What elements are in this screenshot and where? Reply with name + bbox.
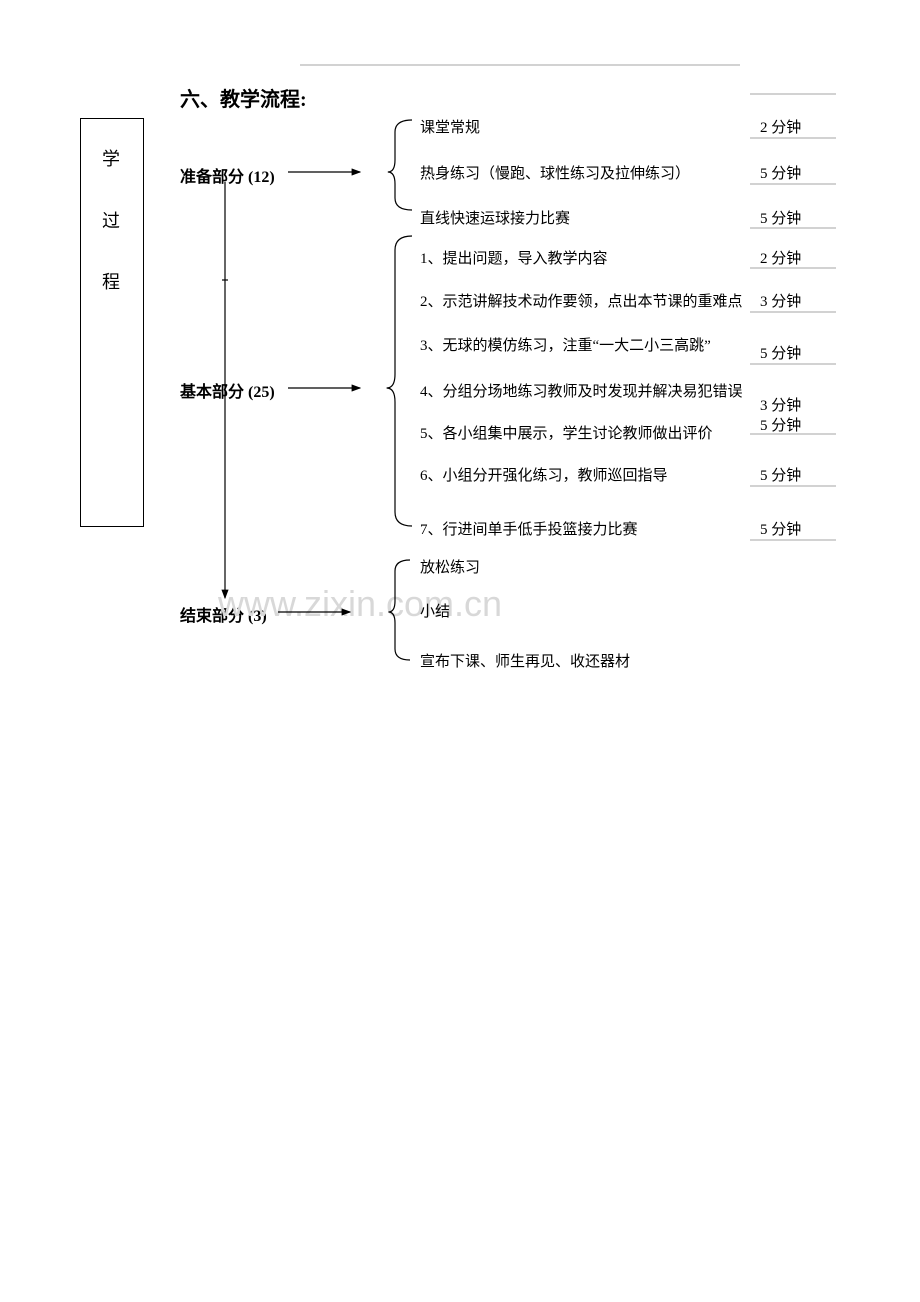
items2-time-0: 2 分钟 [760,247,801,268]
items3-text-1: 小结 [420,600,450,621]
items2-text-0: 1、提出问题，导入教学内容 [420,247,608,268]
items1-time-0: 2 分钟 [760,116,801,137]
items1-text-2: 直线快速运球接力比赛 [420,207,570,228]
items1-text-1: 热身练习（慢跑、球性练习及拉伸练习） [420,162,690,183]
items2-text-2: 3、无球的模仿练习，注重“一大二小三高跳” [420,334,711,355]
items2-text-4: 5、各小组集中展示，学生讨论教师做出评价 [420,422,713,443]
items2-text-3: 4、分组分场地练习教师及时发现并解决易犯错误 [420,380,743,401]
items2-time-2: 5 分钟 [760,342,801,363]
items2-time-3: 3 分钟 [760,394,801,415]
items2-text-6: 7、行进间单手低手投篮接力比赛 [420,518,638,539]
items2-time-4: 5 分钟 [760,414,801,435]
items1-time-1: 5 分钟 [760,162,801,183]
items2-time-5: 5 分钟 [760,464,801,485]
items3-text-2: 宣布下课、师生再见、收还器材 [420,650,630,671]
items2-time-6: 5 分钟 [760,518,801,539]
items1-text-0: 课堂常规 [420,116,480,137]
items2-text-5: 6、小组分开强化练习，教师巡回指导 [420,464,668,485]
items1-time-2: 5 分钟 [760,207,801,228]
items2-time-1: 3 分钟 [760,290,801,311]
items2-text-1: 2、示范讲解技术动作要领，点出本节课的重难点 [420,290,743,311]
items3-text-0: 放松练习 [420,556,480,577]
